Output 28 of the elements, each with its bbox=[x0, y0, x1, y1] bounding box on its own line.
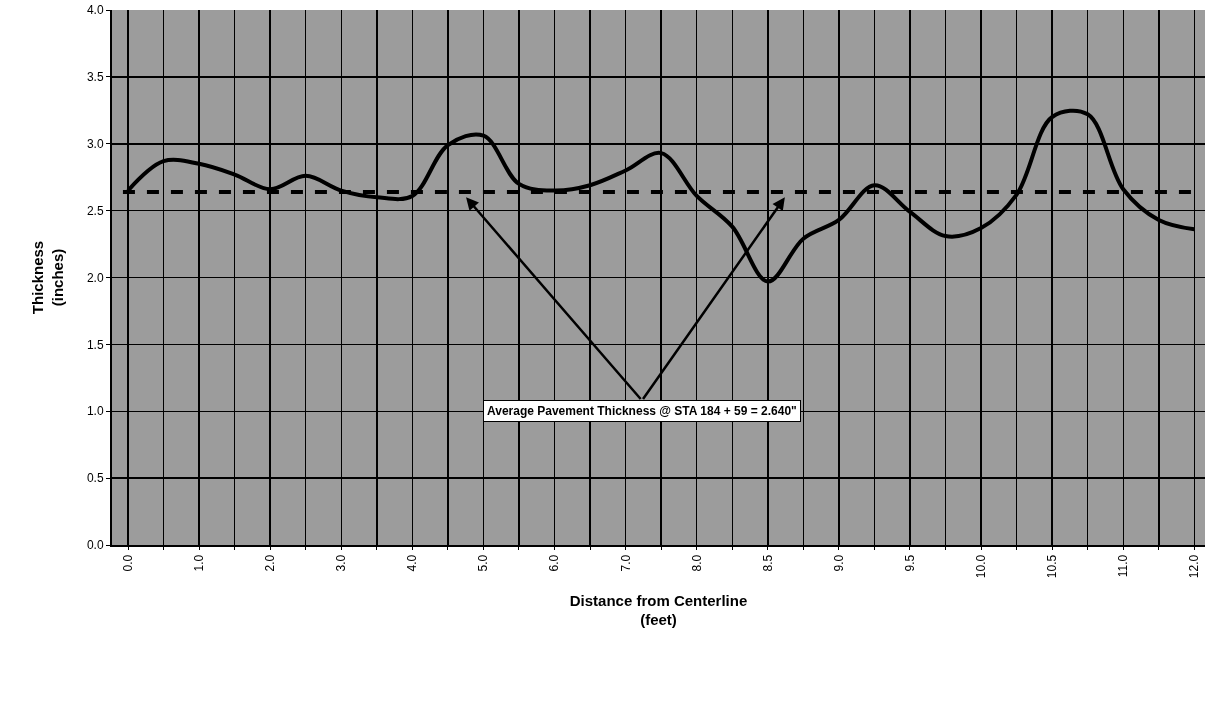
x-tick-label: 7.0 bbox=[618, 554, 633, 572]
x-axis-title: Distance from Centerline (feet) bbox=[569, 591, 748, 629]
x-tick-label: 4.0 bbox=[405, 554, 420, 572]
x-tick-label: 9.5 bbox=[902, 554, 917, 572]
x-tick-label: 12.0 bbox=[1187, 554, 1202, 579]
x-tick-label: 10.5 bbox=[1045, 554, 1060, 579]
x-tick-label: 1.0 bbox=[191, 554, 206, 572]
y-tick-label: 4.0 bbox=[86, 3, 104, 18]
x-tick-label: 6.0 bbox=[547, 554, 562, 572]
x-tick-label: 8.5 bbox=[760, 554, 775, 572]
y-tick-label: 2.0 bbox=[86, 270, 104, 285]
x-tick-label: 0.0 bbox=[120, 554, 135, 572]
y-axis-title: Thickness (inches) bbox=[29, 240, 66, 315]
y-tick-label: 2.5 bbox=[86, 203, 104, 218]
x-tick-label: 11.0 bbox=[1116, 554, 1131, 578]
x-tick-label: 3.0 bbox=[334, 554, 349, 572]
y-tick-label: 3.5 bbox=[86, 70, 104, 85]
annotation: Average Pavement Thickness @ STA 184 + 59 = 2.640" bbox=[487, 404, 797, 418]
y-tick-label: 1.5 bbox=[86, 337, 104, 352]
y-tick-label: 0.5 bbox=[86, 471, 104, 486]
y-tick-label: 0.0 bbox=[86, 538, 104, 553]
x-tick-label: 9.0 bbox=[831, 554, 846, 572]
y-tick-label: 3.0 bbox=[86, 136, 104, 151]
y-tick-label: 1.0 bbox=[86, 404, 104, 419]
x-tick-label: 8.0 bbox=[689, 554, 704, 572]
x-tick-label: 10.0 bbox=[973, 554, 988, 579]
x-tick-label: 2.0 bbox=[263, 554, 278, 572]
x-tick-label: 5.0 bbox=[476, 554, 491, 572]
